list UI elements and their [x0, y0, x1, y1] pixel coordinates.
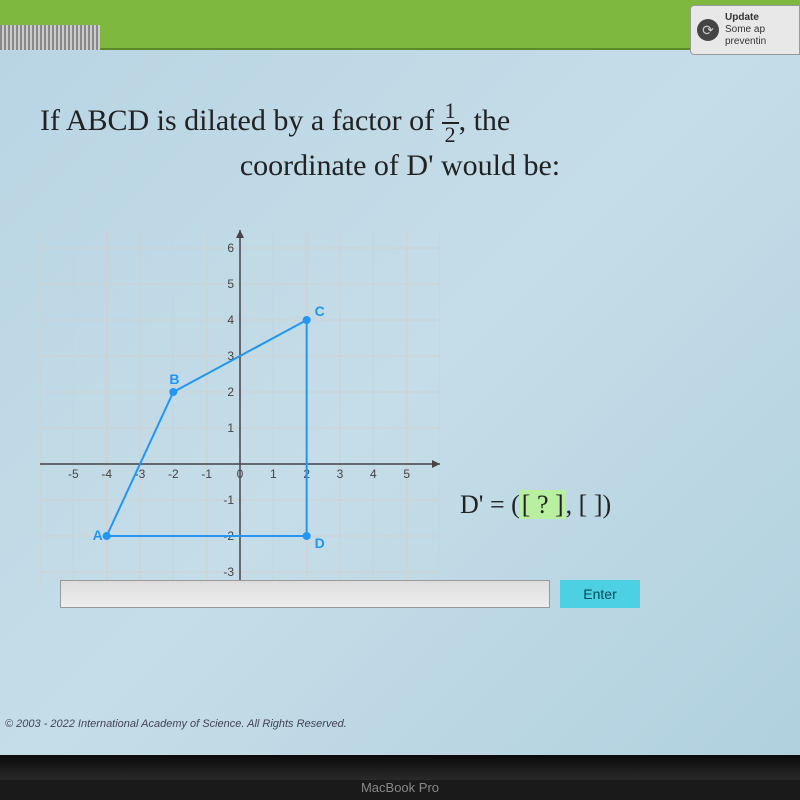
svg-text:5: 5 — [403, 467, 410, 481]
svg-text:3: 3 — [337, 467, 344, 481]
laptop-label: MacBook Pro — [361, 780, 439, 795]
topbar-pattern — [0, 25, 100, 50]
question-post: , the — [459, 104, 511, 137]
svg-text:-4: -4 — [101, 467, 112, 481]
svg-text:B: B — [169, 371, 179, 387]
svg-text:A: A — [93, 527, 103, 543]
notif-line1: Some ap — [725, 24, 766, 36]
svg-text:-5: -5 — [68, 467, 79, 481]
frac-den: 2 — [442, 124, 459, 146]
svg-text:2: 2 — [227, 385, 234, 399]
input-row: Enter — [60, 580, 640, 608]
notif-line2: preventin — [725, 36, 766, 48]
notif-title: Update — [725, 12, 766, 24]
svg-text:1: 1 — [227, 421, 234, 435]
update-icon: ⟳ — [697, 19, 719, 41]
svg-text:1: 1 — [270, 467, 277, 481]
chart: -5-4-3-2-1012345-3-2-1123456ABCD — [40, 230, 440, 590]
content: If ABCD is dilated by a factor of 12, th… — [40, 100, 760, 185]
frac-num: 1 — [442, 100, 459, 124]
notification-text: Update Some ap preventin — [725, 12, 766, 48]
svg-text:C: C — [315, 303, 325, 319]
svg-text:D: D — [315, 535, 325, 551]
fraction: 12 — [442, 100, 459, 146]
svg-text:0: 0 — [237, 467, 244, 481]
answer-input[interactable] — [60, 580, 550, 608]
question-pre: If ABCD is dilated by a factor of — [40, 104, 442, 137]
svg-text:-1: -1 — [223, 493, 234, 507]
update-notification[interactable]: ⟳ Update Some ap preventin — [690, 5, 800, 55]
svg-text:5: 5 — [227, 277, 234, 291]
ans-slot2: [ ] — [579, 490, 603, 519]
chart-svg: -5-4-3-2-1012345-3-2-1123456ABCD — [40, 230, 440, 590]
answer-display: D' = ([ ? ], [ ]) — [460, 490, 611, 520]
ans-slot1: [ ? ] — [520, 490, 566, 519]
question-text: If ABCD is dilated by a factor of 12, th… — [40, 100, 760, 185]
copyright: © 2003 - 2022 International Academy of S… — [5, 718, 347, 730]
laptop-edge — [0, 755, 800, 780]
top-bar — [0, 0, 800, 50]
svg-text:-3: -3 — [223, 565, 234, 579]
ans-sep: , — [566, 490, 579, 519]
question-line2: coordinate of D' would be: — [40, 146, 760, 185]
ans-prefix: D' = ( — [460, 490, 520, 519]
enter-button[interactable]: Enter — [560, 580, 640, 608]
svg-text:4: 4 — [227, 313, 234, 327]
svg-text:-2: -2 — [168, 467, 179, 481]
svg-text:-1: -1 — [201, 467, 212, 481]
svg-text:4: 4 — [370, 467, 377, 481]
svg-text:6: 6 — [227, 241, 234, 255]
ans-suffix: ) — [602, 490, 611, 519]
